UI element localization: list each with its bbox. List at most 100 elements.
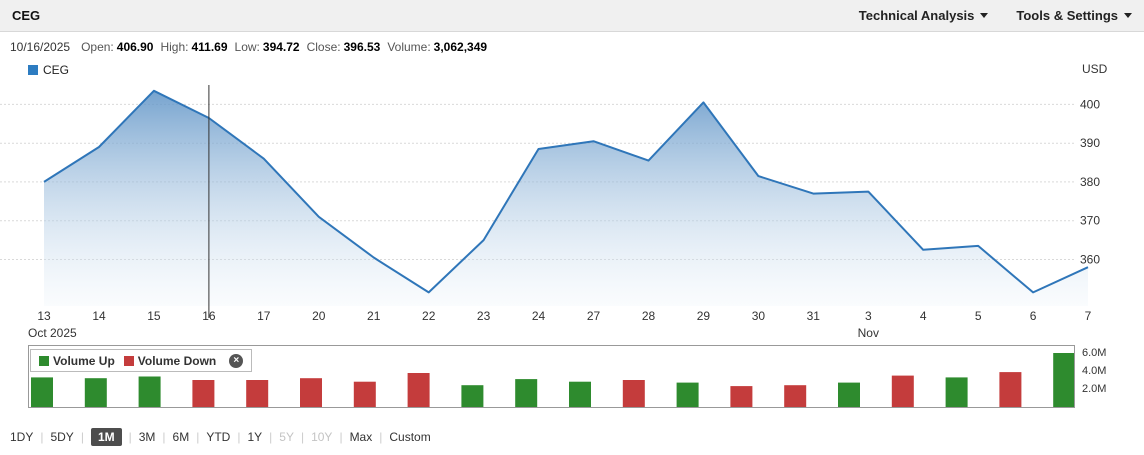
x-axis-tick-label: 4 — [920, 309, 927, 323]
range-option-1m[interactable]: 1M — [90, 428, 122, 446]
quote-field-value: 3,062,349 — [433, 40, 488, 54]
x-axis-tick-label: 13 — [37, 309, 51, 323]
x-axis-tick-label: 15 — [147, 309, 161, 323]
quote-field-label: High: — [160, 40, 189, 54]
toolbar-menus: Technical Analysis Tools & Settings — [859, 8, 1132, 23]
range-separator: | — [196, 430, 200, 444]
range-separator: | — [128, 430, 132, 444]
volume-bar[interactable] — [730, 386, 753, 407]
volume-legend-item-label: Volume Up — [53, 353, 115, 368]
symbol-label: CEG — [12, 8, 41, 23]
tools-settings-menu[interactable]: Tools & Settings — [1016, 8, 1132, 23]
volume-up-swatch — [39, 355, 49, 366]
quote-field-label: Volume: — [387, 40, 431, 54]
quote-field-label: Low: — [234, 40, 260, 54]
volume-bar[interactable] — [138, 376, 161, 408]
close-icon[interactable]: × — [229, 353, 244, 368]
range-option-10y: 10Y — [311, 430, 333, 444]
quote-date: 10/16/2025 — [10, 40, 71, 54]
price-legend-swatch — [28, 65, 38, 75]
range-option-max[interactable]: Max — [349, 430, 373, 444]
volume-legend-items: Volume Up Volume Down — [39, 354, 216, 368]
x-axis-tick-label: 20 — [312, 309, 326, 323]
range-option-5dy[interactable]: 5DY — [50, 430, 74, 444]
volume-chart[interactable] — [29, 346, 1074, 407]
volume-bar[interactable] — [784, 385, 807, 407]
volume-bar[interactable] — [999, 372, 1022, 407]
range-option-1dy[interactable]: 1DY — [10, 430, 34, 444]
volume-bar[interactable] — [891, 375, 914, 407]
y-axis-tick-label: 360 — [1080, 253, 1100, 267]
volume-bar[interactable] — [945, 377, 968, 407]
price-chart[interactable]: 400 390 380 370 360 13 14 15 16 17 20 21 22 23 24 27 28 2… — [0, 54, 1144, 346]
volume-bar[interactable] — [192, 380, 215, 407]
chevron-down-icon — [1124, 13, 1132, 18]
quote-fields: Open: 406.90 High: 411.69 Low: 394.72 Close: 39… — [74, 40, 487, 54]
volume-axis-tick-label: 4.0M — [1082, 365, 1107, 377]
volume-bar[interactable] — [569, 381, 591, 407]
volume-bar[interactable] — [353, 381, 376, 407]
y-axis-tick-label: 400 — [1080, 97, 1100, 111]
x-axis-tick-label: 27 — [587, 309, 601, 323]
volume-panel — [28, 345, 1075, 408]
x-axis-tick-label: 5 — [975, 309, 982, 323]
volume-bar[interactable] — [515, 379, 538, 407]
x-axis-tick-label: 30 — [752, 309, 766, 323]
volume-legend-item-label: Volume Down — [137, 353, 217, 368]
range-option-6m[interactable]: 6M — [172, 430, 190, 444]
volume-bar[interactable] — [461, 385, 484, 407]
range-option-3m[interactable]: 3M — [138, 430, 156, 444]
quote-field-value: 394.72 — [262, 40, 300, 54]
x-axis-tick-label: 6 — [1030, 309, 1037, 323]
technical-analysis-menu[interactable]: Technical Analysis — [859, 8, 989, 23]
volume-legend-item: Volume Up — [39, 354, 115, 368]
range-separator: | — [269, 430, 273, 444]
range-option-custom[interactable]: Custom — [389, 430, 431, 444]
volume-bar[interactable] — [838, 382, 860, 407]
quote-field-value: 406.90 — [116, 40, 154, 54]
volume-legend: Volume Up Volume Down × — [30, 349, 253, 372]
range-option-ytd[interactable]: YTD — [206, 430, 231, 444]
volume-bar[interactable] — [1053, 353, 1074, 407]
currency-axis-label: USD — [1082, 62, 1108, 76]
quote-bar: 10/16/2025 Open: 406.90 High: 411.69 Low: 394… — [10, 40, 487, 54]
range-separator: | — [80, 430, 84, 444]
range-option-1y[interactable]: 1Y — [247, 430, 263, 444]
x-axis-tick-label: 23 — [477, 309, 491, 323]
x-axis-tick-label: 14 — [92, 309, 106, 323]
x-axis-tick-label: 7 — [1085, 309, 1092, 323]
x-axis-tick-label: 22 — [422, 309, 436, 323]
x-axis-tick-label: 21 — [367, 309, 381, 323]
tools-settings-menu-label: Tools & Settings — [1016, 8, 1118, 23]
volume-bar[interactable] — [300, 378, 322, 407]
range-separator: | — [40, 430, 44, 444]
volume-bar[interactable] — [676, 382, 699, 407]
volume-bar[interactable] — [622, 380, 645, 407]
top-toolbar: CEG Technical Analysis Tools & Settings — [0, 0, 1144, 32]
x-axis-group-label: Oct 2025 — [28, 326, 77, 340]
y-axis-tick-label: 370 — [1080, 214, 1100, 228]
volume-bar[interactable] — [31, 377, 53, 407]
volume-bar[interactable] — [407, 373, 430, 407]
x-axis-tick-label: 24 — [532, 309, 546, 323]
price-line[interactable] — [43, 89, 1089, 294]
volume-bar[interactable] — [246, 380, 269, 407]
volume-bar[interactable] — [84, 378, 107, 407]
y-axis-tick-label: 390 — [1080, 136, 1100, 150]
range-separator: | — [379, 430, 383, 444]
x-axis-tick-label: 3 — [865, 309, 872, 323]
range-separator: | — [162, 430, 166, 444]
x-axis-tick-label: 16 — [202, 309, 216, 323]
volume-axis-tick-label: 6.0M — [1082, 347, 1107, 359]
x-axis-tick-label: 29 — [697, 309, 711, 323]
price-legend: CEG — [28, 63, 69, 77]
range-selector: 1DY | 5DY | 1M | 3M | 6M | YTD | 1Y | 5Y | 10Y | Max | Custo… — [10, 428, 431, 446]
x-axis-tick-label: 17 — [257, 309, 271, 323]
range-separator: | — [300, 430, 305, 444]
range-separator: | — [237, 430, 241, 444]
quote-field-label: Close: — [306, 40, 341, 54]
quote-field-value: 396.53 — [343, 40, 381, 54]
volume-legend-item: Volume Down — [123, 353, 217, 368]
x-axis-group-label: Nov — [858, 326, 879, 340]
quote-field-value: 411.69 — [191, 40, 228, 54]
